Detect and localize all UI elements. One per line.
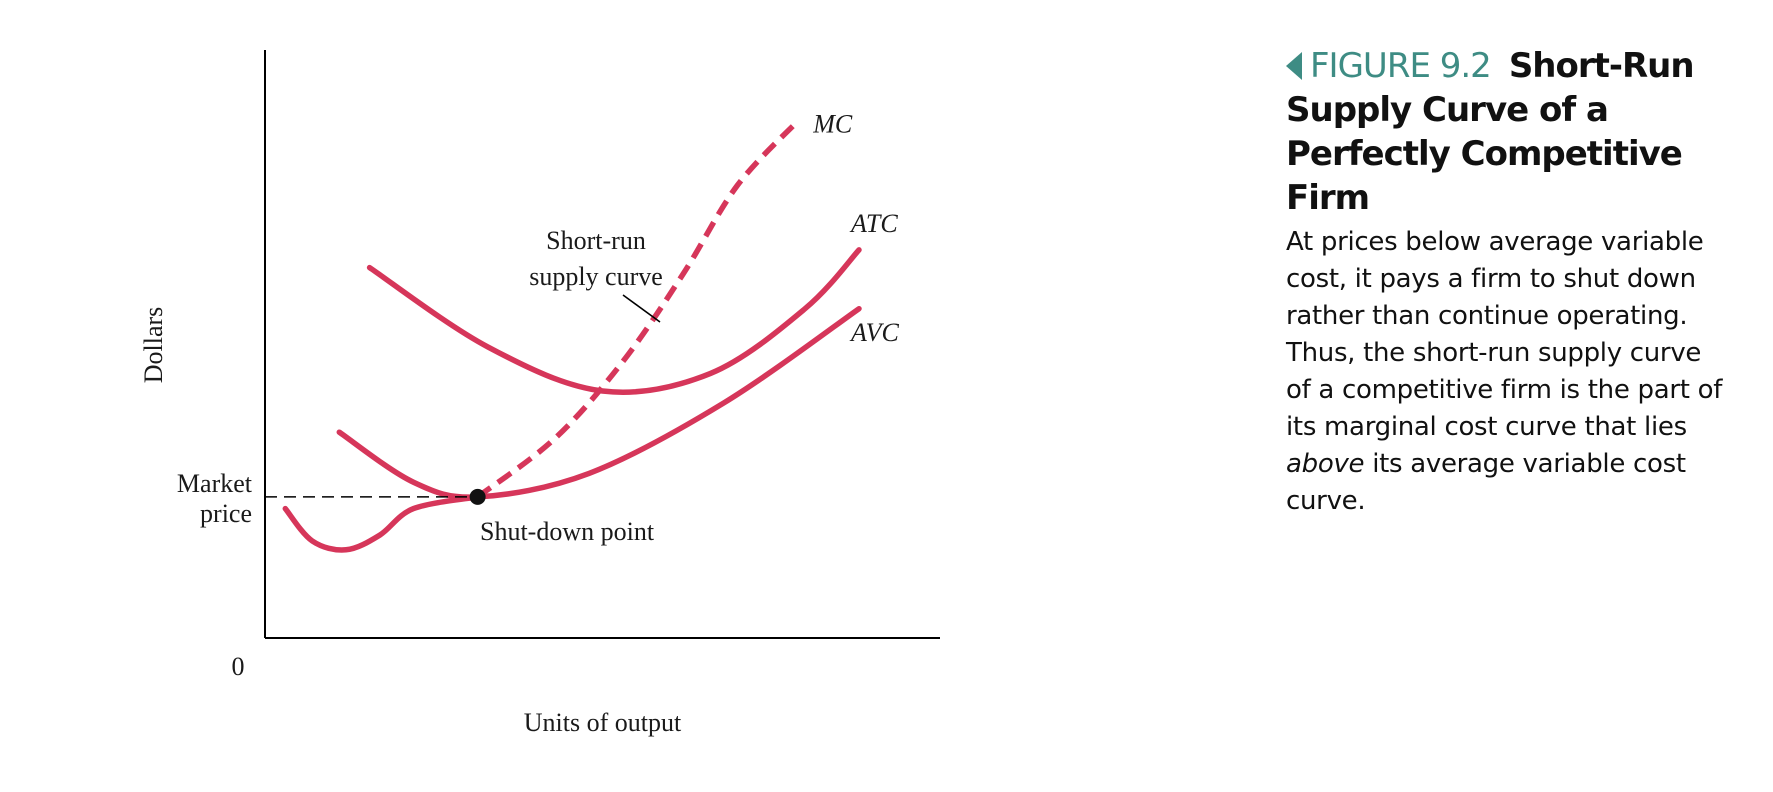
cost-curves-chart: 0 Units of output Dollars Market price S… xyxy=(139,50,940,737)
caption-text-start: At prices below average variable cost, i… xyxy=(1286,227,1723,442)
figure-title-block: FIGURE 9.2 Short-Run Supply Curve of a Pe… xyxy=(1286,44,1731,220)
supply-curve-pointer xyxy=(622,294,661,323)
caption-text-end: its average variable cost curve. xyxy=(1286,449,1686,516)
atc-series-label: ATC xyxy=(849,209,898,238)
curves-group xyxy=(282,118,862,553)
atc-curve xyxy=(366,247,862,395)
figure-title: Short-Run Supply Curve of a Perfectly Co… xyxy=(1286,46,1695,218)
shutdown-point-marker xyxy=(469,488,486,505)
mc-series-label: MC xyxy=(812,110,853,139)
figure-caption: FIGURE 9.2 Short-Run Supply Curve of a Pe… xyxy=(1286,44,1731,520)
y-axis-label: Dollars xyxy=(139,307,168,384)
shutdown-point-label: Shut-down point xyxy=(480,517,655,546)
market-price-label-line2: price xyxy=(200,499,252,528)
figure-number: FIGURE 9.2 xyxy=(1310,46,1492,86)
avc-curve xyxy=(336,305,862,500)
supply-curve-label-line1: Short-run xyxy=(546,226,646,255)
caption-text-emphasis: above xyxy=(1286,449,1365,479)
avc-series-label: AVC xyxy=(849,318,899,347)
mc-curve-below-avc xyxy=(282,494,481,553)
mc-curve-supply-segment xyxy=(475,118,801,500)
figure-description: At prices below average variable cost, i… xyxy=(1286,224,1731,520)
origin-label: 0 xyxy=(232,652,245,681)
x-axis-label: Units of output xyxy=(524,708,682,737)
caret-left-icon xyxy=(1286,52,1302,80)
market-price-label-line1: Market xyxy=(177,469,253,498)
supply-curve-label-line2: supply curve xyxy=(529,262,663,291)
